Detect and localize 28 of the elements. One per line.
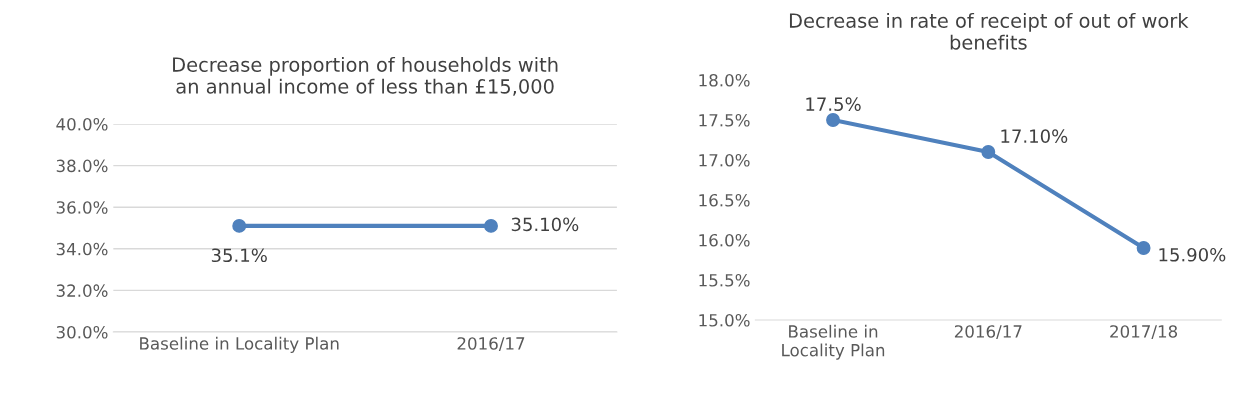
y-tick-label: 38.0% xyxy=(56,159,108,173)
y-tick-label: 15.5% xyxy=(699,273,750,287)
y-tick-label: 32.0% xyxy=(56,284,108,297)
y-tick-label: 17.5% xyxy=(699,113,750,127)
data-label: 15.90% xyxy=(1159,247,1226,262)
data-label: 17.5% xyxy=(806,97,861,111)
y-tick-label: 40.0% xyxy=(56,117,108,131)
x-tick-label: Baseline in Locality Plan xyxy=(782,324,885,360)
data-label: 17.10% xyxy=(1001,129,1068,143)
y-tick-label: 30.0% xyxy=(56,325,108,339)
point xyxy=(1136,241,1151,255)
y-tick-label: 16.0% xyxy=(699,233,750,247)
y-tick-label: 15.0% xyxy=(699,313,750,327)
y-tick-label: 34.0% xyxy=(56,242,108,256)
y-tick-label: 17.0% xyxy=(699,153,750,167)
chart-title: Decrease in rate of receipt of out of work benefits xyxy=(789,12,1189,50)
chart-title: Decrease proportion of households with an annual income of less than £15,000 xyxy=(173,56,558,96)
point xyxy=(826,113,840,127)
point xyxy=(981,145,996,159)
x-tick-label: 2017/18 xyxy=(1110,325,1178,340)
x-tick-label: 2016/17 xyxy=(457,337,525,352)
data-label: 35.1% xyxy=(211,248,267,263)
x-tick-label: Baseline in Locality Plan xyxy=(140,336,339,353)
x-tick-label: 2016/17 xyxy=(954,325,1022,340)
y-tick-label: 16.5% xyxy=(699,193,750,207)
y-tick-label: 18.0% xyxy=(699,73,750,87)
data-label: 35.10% xyxy=(511,217,579,232)
y-tick-label: 36.0% xyxy=(56,201,108,214)
